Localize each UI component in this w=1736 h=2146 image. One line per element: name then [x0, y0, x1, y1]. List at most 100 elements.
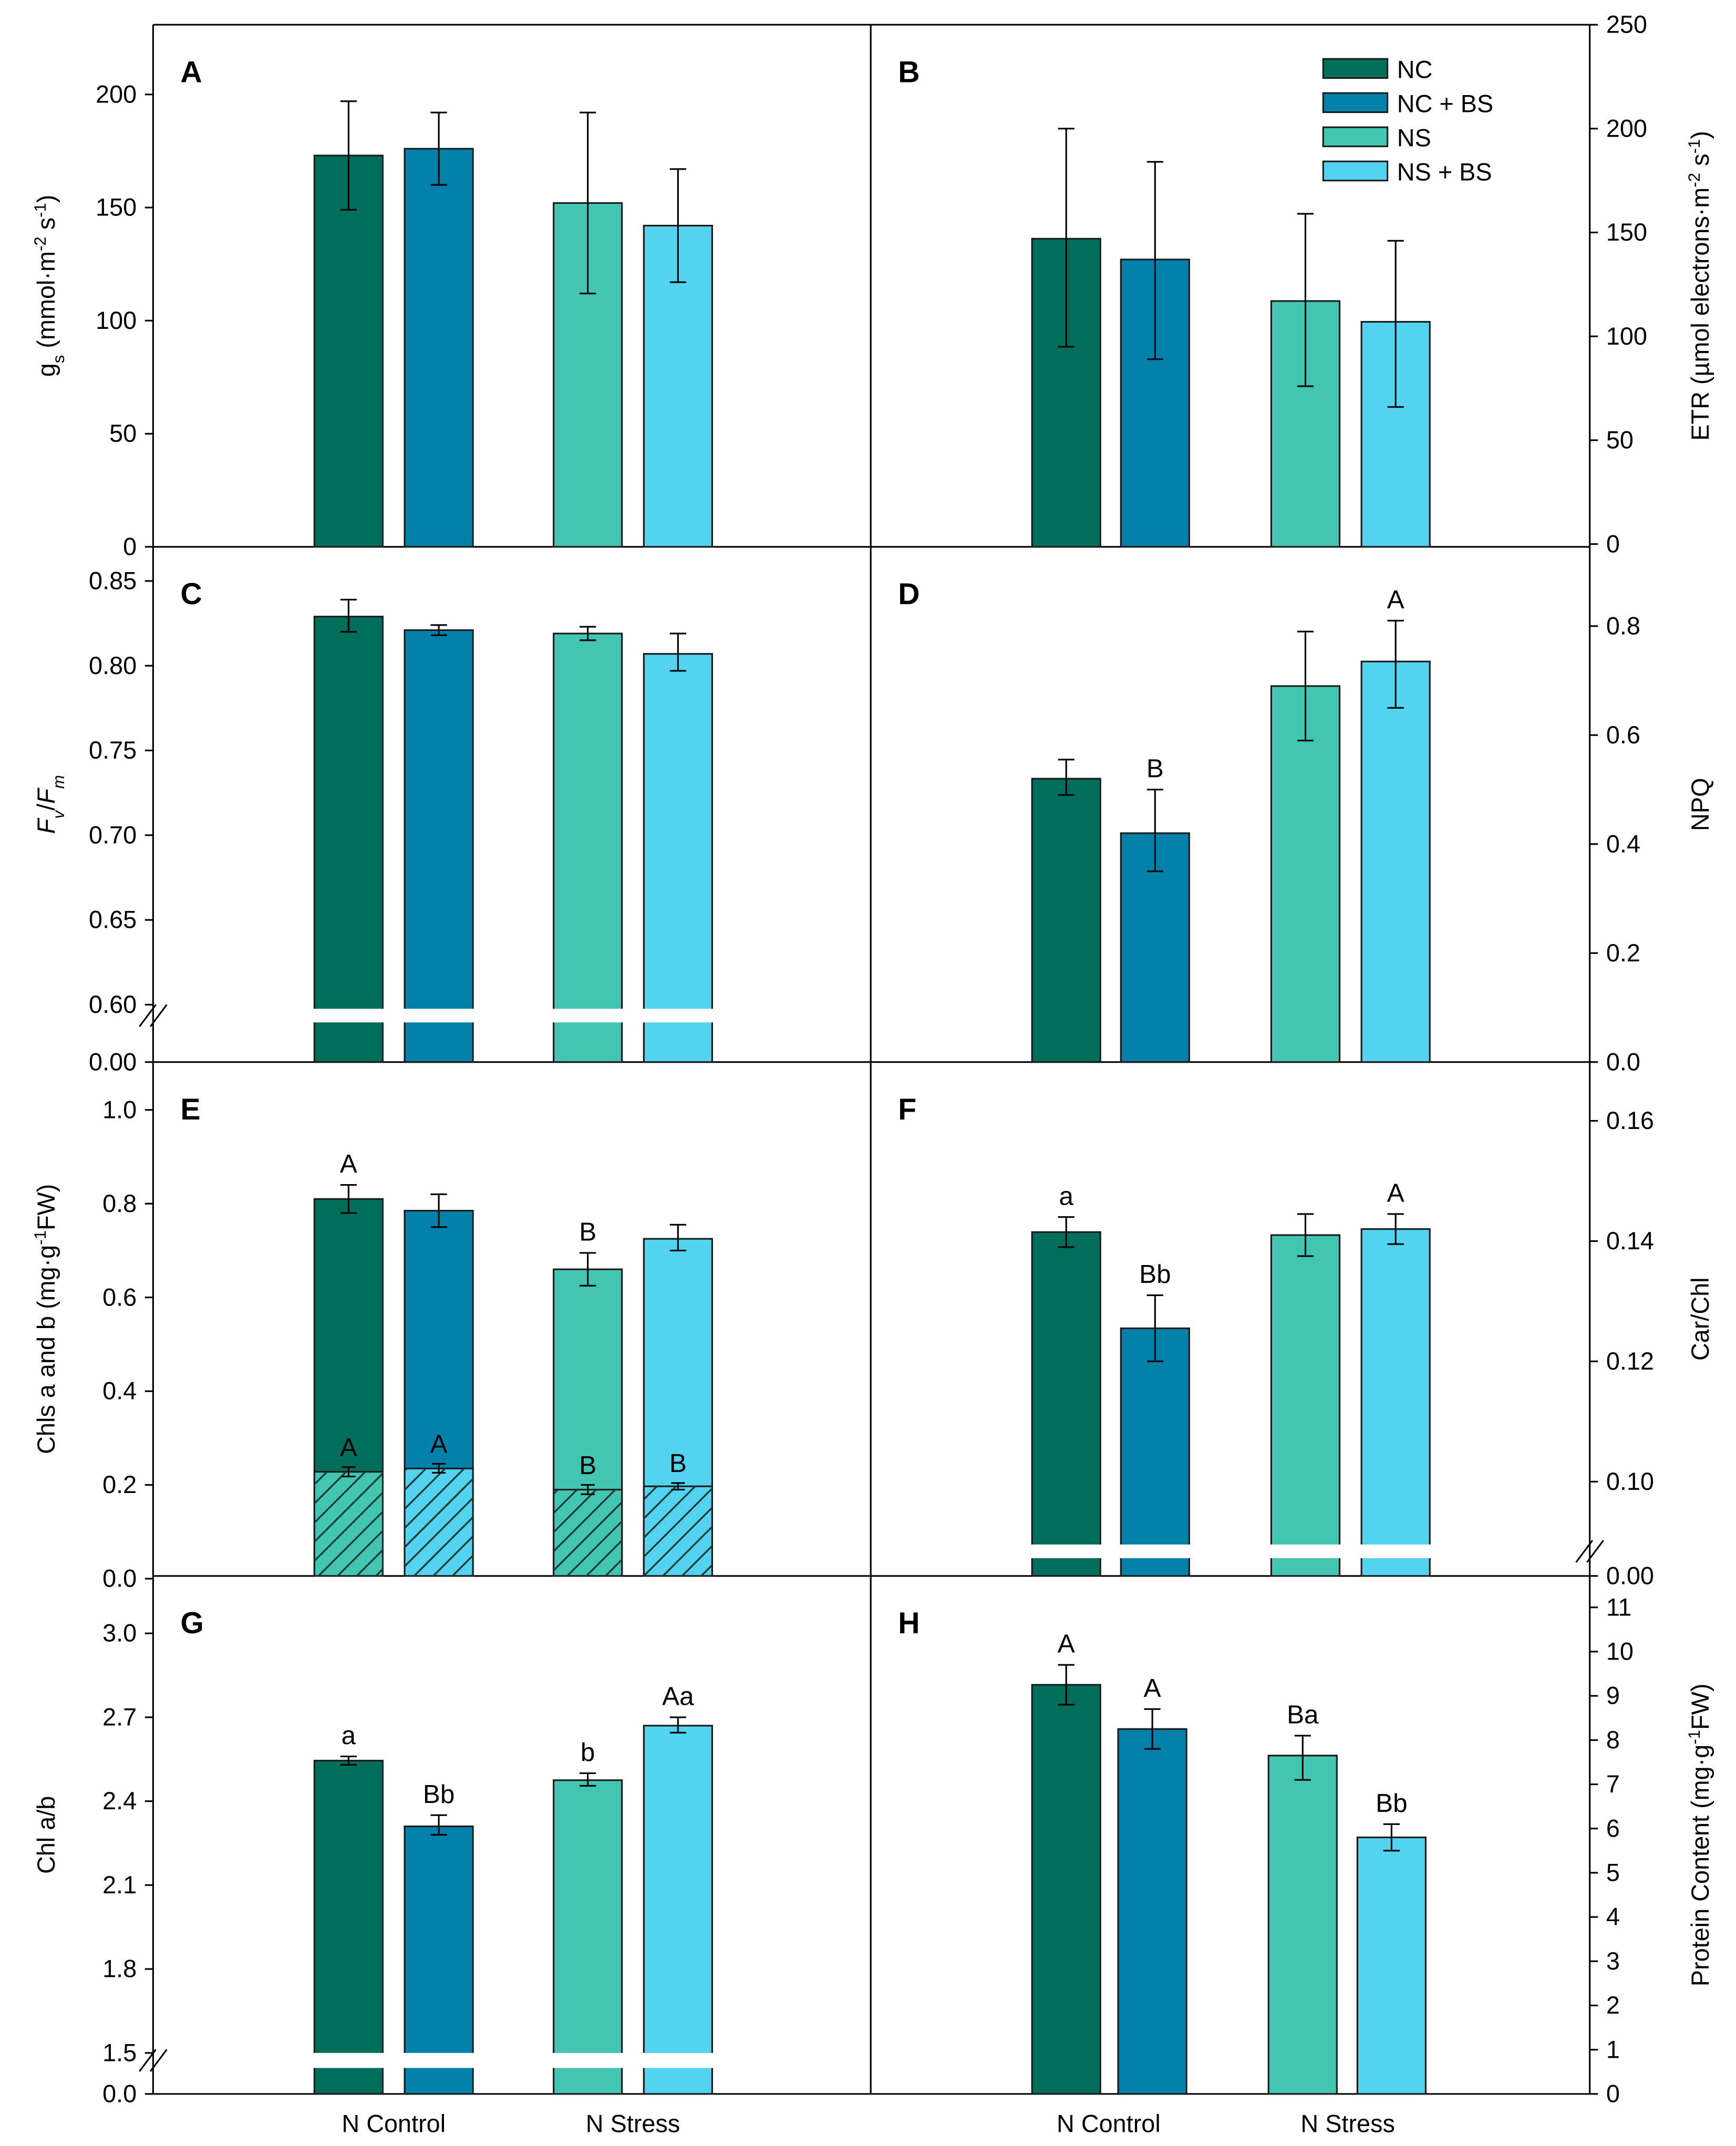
bar-chl-b-hatch — [405, 1468, 473, 1576]
legend-swatch — [1322, 160, 1389, 182]
significance-letter: A — [1387, 1179, 1404, 1208]
axis-break-mark — [1586, 1540, 1604, 1563]
y-tick-label: 2.1 — [102, 1871, 137, 1899]
significance-letter: B — [669, 1449, 687, 1478]
significance-letter: B — [579, 1217, 596, 1246]
y-tick-label: 1.0 — [102, 1096, 137, 1123]
y-tick-label: 0.70 — [89, 821, 137, 848]
y-axis-label-part: m — [49, 775, 68, 789]
y-axis-label-part: NPQ — [1687, 778, 1714, 831]
bar-nc-bs — [404, 1825, 474, 2095]
y-tick-label: 50 — [109, 420, 137, 447]
y-axis-label-part: ETR (µmol electrons·m — [1687, 188, 1714, 441]
bar-nc-bs — [404, 629, 474, 1063]
bar-ns-bs — [643, 653, 713, 1063]
bar-nc-bs — [404, 148, 474, 548]
panel-label: E — [180, 1093, 200, 1126]
bar-nc-bs — [1117, 1728, 1187, 2095]
y-axis-label-part: ) — [33, 195, 60, 203]
y-tick-label: 0.10 — [1606, 1468, 1654, 1495]
y-tick-label: 0.2 — [102, 1471, 137, 1498]
y-axis-label: NPQ — [1687, 778, 1714, 831]
legend-label: NC — [1397, 56, 1433, 84]
bar-nc — [1031, 1684, 1101, 2095]
axis-break-mark — [1575, 1540, 1594, 1563]
significance-letter: A — [430, 1430, 448, 1459]
y-axis-label-part: Car/Chl — [1687, 1277, 1714, 1361]
y-tick-label: 0.0 — [102, 1565, 137, 1592]
y-tick-label: 100 — [96, 307, 137, 334]
significance-letter: Aa — [662, 1682, 694, 1710]
panel-a: A 0 50 100 150 200 gs (mmol·m-2 s-1) — [31, 55, 713, 561]
y-tick-label: 0.0 — [102, 2080, 137, 2107]
legend: NC NC + BS NS NS + BS — [1322, 56, 1493, 186]
y-tick-label: 0.2 — [1606, 939, 1640, 967]
y-tick-label: 0.4 — [1606, 830, 1640, 857]
y-tick-label: 0.4 — [102, 1377, 137, 1405]
y-tick-label: 0.6 — [102, 1283, 137, 1311]
y-tick-label: 10 — [1606, 1638, 1634, 1665]
x-category-label: N Control — [1057, 2110, 1161, 2138]
y-tick-label: 0.60 — [89, 991, 137, 1018]
panel-b: B 0 50 100 150 200 250 ETR (µmol electrons·m-2 … — [898, 11, 1714, 558]
y-tick-label: 9 — [1606, 1682, 1620, 1709]
x-category-label: N Stress — [586, 2110, 680, 2138]
y-tick-label: 0.8 — [1606, 612, 1640, 639]
y-axis-label-part: v — [49, 810, 68, 819]
legend-label: NC + BS — [1397, 90, 1493, 118]
legend-swatch — [1322, 92, 1389, 113]
y-tick-label: 0.00 — [89, 1048, 137, 1075]
significance-letter: b — [581, 1738, 595, 1767]
y-tick-label: 200 — [96, 80, 137, 108]
significance-letter: Bb — [1139, 1260, 1171, 1289]
y-tick-label: 0.75 — [89, 737, 137, 764]
y-tick-label: 6 — [1606, 1815, 1620, 1842]
panel-frame — [152, 24, 1591, 2095]
y-axis-label: Car/Chl — [1687, 1277, 1714, 1361]
panel-label: D — [898, 577, 919, 611]
panel-label: G — [180, 1606, 204, 1640]
y-tick-label: 250 — [1606, 11, 1647, 38]
y-axis-label-part: ) — [1687, 131, 1714, 139]
y-axis-label-part: FW) — [1687, 1684, 1714, 1730]
bar-nc — [313, 616, 384, 1063]
panel-label: A — [180, 55, 202, 89]
y-tick-label: 2 — [1606, 1992, 1620, 2019]
y-axis-label: ETR (µmol electrons·m-2 s-1) — [1685, 131, 1713, 441]
bar-ns-bs — [643, 1725, 713, 2095]
y-axis-label: Chl a/b — [33, 1796, 60, 1874]
significance-letter: A — [1058, 1630, 1075, 1658]
y-tick-label: 11 — [1606, 1593, 1632, 1621]
axis-break-gap — [873, 1544, 1587, 1559]
y-tick-label: 4 — [1606, 1903, 1620, 1931]
significance-letter: A — [340, 1149, 357, 1178]
y-axis-label-part: F — [33, 817, 60, 834]
bar-ns — [553, 1779, 623, 2095]
y-axis-label-part: -2 — [1685, 173, 1703, 188]
y-tick-label: 0.0 — [1606, 1048, 1640, 1075]
y-tick-label: 2.7 — [102, 1703, 137, 1730]
axis-break-gap — [156, 1009, 868, 1023]
y-tick-label: 5 — [1606, 1859, 1620, 1886]
panel-f: F 0.00 0.10 0.12 0.14 0.16 Car/Chl a Bb A — [873, 1093, 1714, 1589]
panel-d: D 0.0 0.2 0.4 0.6 0.8 NPQ B A — [898, 577, 1714, 1075]
bar-ns — [1267, 1755, 1338, 2095]
significance-letter: Bb — [1376, 1789, 1407, 1818]
y-axis-label-part: Protein Content (mg·g — [1687, 1745, 1714, 1987]
y-axis-label-part: s — [1687, 153, 1714, 172]
y-tick-label: 0.85 — [89, 567, 137, 595]
y-axis-label-part: / — [33, 804, 60, 811]
significance-letter: Ba — [1287, 1700, 1319, 1729]
y-axis-label: Fv/Fm — [33, 775, 67, 834]
x-category-label: N Stress — [1300, 2110, 1394, 2138]
y-axis-label: gs (mmol·m-2 s-1) — [31, 195, 68, 377]
y-tick-label: 150 — [96, 194, 137, 221]
bar-nc — [1031, 1231, 1101, 1577]
y-tick-label: 0 — [123, 533, 137, 561]
y-axis-label-part: Chl a/b — [33, 1796, 60, 1874]
axis-break-mark — [139, 1004, 157, 1027]
y-axis-label-part: -1 — [31, 203, 49, 217]
panel-e: E 0.0 0.2 0.4 0.6 0.8 1.0 Chls a and b (mg·g-1F… — [31, 1093, 713, 1592]
